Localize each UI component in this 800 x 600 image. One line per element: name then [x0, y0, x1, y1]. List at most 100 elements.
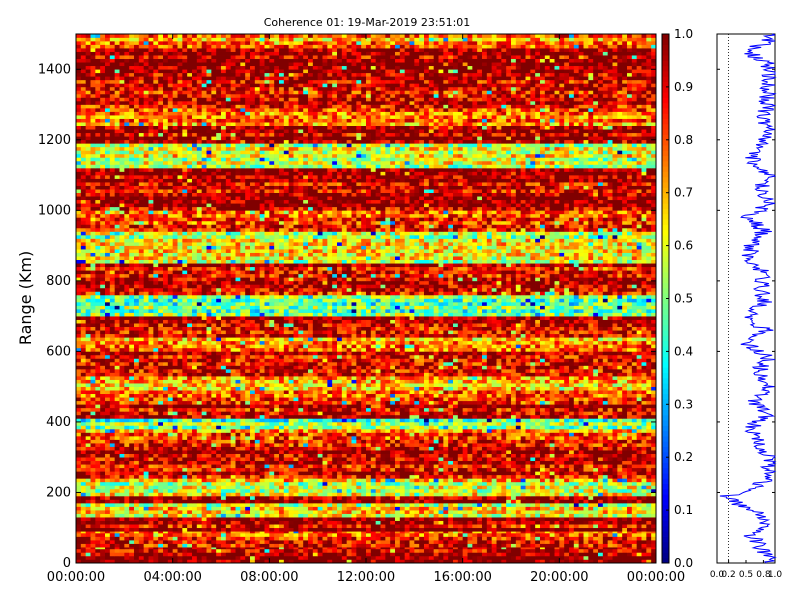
heatmap-cell [206, 555, 212, 560]
heatmap-cell [230, 527, 236, 532]
heatmap-cell [312, 457, 318, 462]
heatmap-cell [622, 555, 628, 560]
heatmap-cell [631, 485, 637, 490]
heatmap-cell [269, 436, 275, 440]
heatmap-cell [477, 478, 483, 483]
heatmap-cell [337, 421, 343, 426]
heatmap-cell [530, 499, 536, 504]
heatmap-cell [143, 559, 149, 564]
heatmap-cell [419, 517, 425, 521]
heatmap-cell [124, 510, 130, 514]
heatmap-cell [631, 464, 637, 469]
heatmap-cell [385, 436, 391, 440]
heatmap-cell [85, 495, 91, 500]
heatmap-cell [409, 533, 415, 537]
heatmap-cell [254, 485, 260, 490]
heatmap-cell [554, 520, 560, 525]
heatmap-cell [631, 533, 637, 537]
heatmap-cell [564, 540, 570, 544]
heatmap-cell [486, 531, 492, 534]
heatmap-cell [486, 533, 492, 537]
heatmap-cell [627, 460, 633, 465]
heatmap-cell [317, 499, 323, 504]
heatmap-cell [530, 464, 536, 469]
heatmap-cell [167, 540, 173, 544]
heatmap-cell [327, 543, 333, 548]
heatmap-cell [428, 478, 434, 483]
heatmap-cell [612, 559, 618, 564]
heatmap-cell [370, 513, 376, 518]
heatmap-cell [520, 533, 526, 537]
heatmap-cell [549, 450, 555, 454]
heatmap-cell [100, 439, 106, 444]
heatmap-cell [274, 513, 280, 518]
heatmap-cell [496, 547, 502, 550]
heatmap-cell [322, 536, 328, 541]
heatmap-cell [433, 495, 439, 500]
heatmap-cell [404, 517, 410, 521]
heatmap-cell [182, 520, 188, 525]
heatmap-cell [119, 531, 125, 534]
heatmap-cell [211, 517, 217, 521]
heatmap-cell [390, 471, 396, 476]
heatmap-cell [540, 543, 546, 548]
heatmap-cell [453, 495, 459, 500]
heatmap-cell [124, 547, 130, 550]
heatmap-cell [564, 513, 570, 518]
heatmap-cell [554, 547, 560, 550]
heatmap-cell [312, 555, 318, 560]
heatmap-cell [138, 543, 144, 548]
heatmap-cell [177, 457, 183, 462]
heatmap-cell [627, 471, 633, 476]
heatmap-cell [448, 531, 454, 534]
heatmap-cell [646, 425, 652, 430]
heatmap-cell [245, 499, 251, 504]
heatmap-cell [196, 520, 202, 525]
heatmap-cell [298, 443, 304, 447]
heatmap-cell [462, 506, 468, 511]
heatmap-cell [114, 548, 120, 553]
heatmap-cell [496, 520, 502, 525]
heatmap-cell [622, 520, 628, 525]
heatmap-cell [433, 559, 439, 564]
heatmap-cell [322, 524, 328, 529]
heatmap-cell [100, 543, 106, 548]
heatmap-cell [366, 425, 372, 430]
heatmap-cell [651, 548, 657, 553]
heatmap-cell [308, 453, 314, 458]
heatmap-cell [264, 428, 270, 433]
heatmap-cell [230, 547, 236, 550]
heatmap-cell [230, 513, 236, 518]
heatmap-cell [482, 552, 488, 557]
heatmap-cell [598, 439, 604, 444]
heatmap-cell [651, 474, 657, 479]
heatmap-cell [486, 495, 492, 500]
heatmap-cell [506, 543, 512, 548]
heatmap-cell [90, 446, 96, 451]
heatmap-cell [506, 464, 512, 469]
heatmap-cell [201, 492, 207, 497]
heatmap-cell [105, 548, 111, 553]
heatmap-cell [240, 531, 246, 534]
heatmap-cell [356, 488, 362, 493]
heatmap-cell [346, 439, 352, 444]
heatmap-cell [569, 552, 575, 557]
heatmap-cell [419, 536, 425, 541]
heatmap-cell [254, 464, 260, 469]
heatmap-cell [211, 527, 217, 532]
heatmap-cell [627, 453, 633, 458]
heatmap-cell [177, 436, 183, 440]
heatmap-cell [535, 446, 541, 451]
heatmap-cell [134, 488, 140, 493]
heatmap-cell [274, 520, 280, 525]
heatmap-cell [646, 536, 652, 541]
heatmap-cell [467, 492, 473, 497]
heatmap-cell [540, 524, 546, 529]
heatmap-cell [622, 446, 628, 451]
heatmap-cell [109, 536, 115, 541]
heatmap-cell [346, 464, 352, 469]
heatmap-cell [322, 485, 328, 490]
heatmap-cell [390, 457, 396, 462]
heatmap-cell [250, 453, 256, 458]
heatmap-cell [370, 425, 376, 430]
